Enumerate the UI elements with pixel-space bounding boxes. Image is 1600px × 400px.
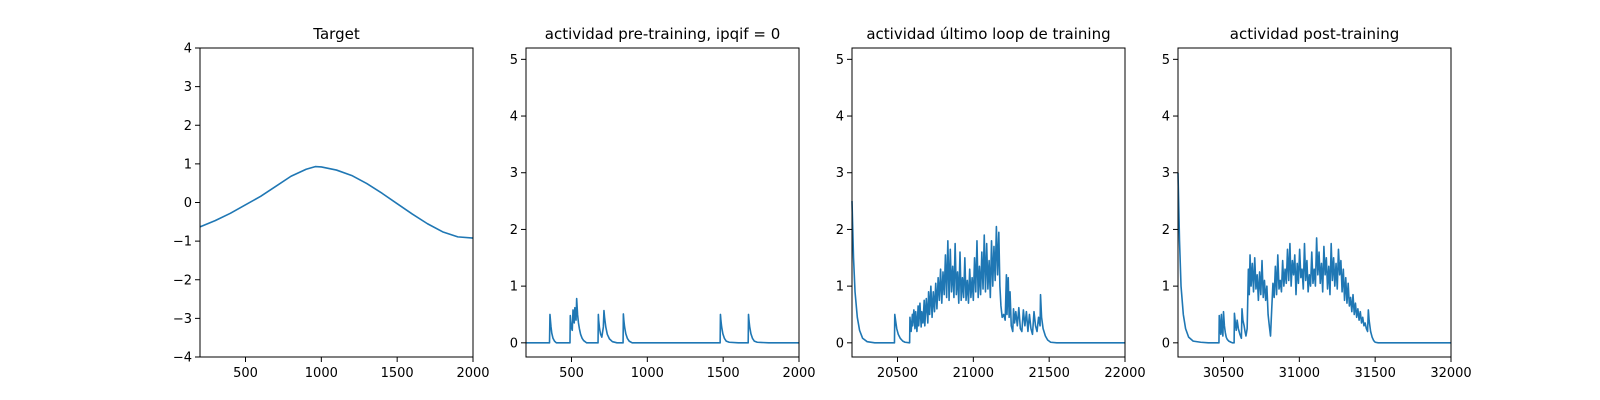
y-tick-label: 4 [510, 110, 518, 125]
y-tick-label: 5 [836, 53, 844, 68]
x-tick-label: 31500 [1354, 366, 1395, 381]
chart-title: actividad último loop de training [866, 25, 1110, 43]
x-tick-label: 20500 [877, 366, 918, 381]
y-tick-label: −1 [173, 235, 192, 250]
x-tick-label: 1000 [631, 366, 664, 381]
chart-title: actividad post-training [1230, 25, 1399, 43]
y-tick-label: 2 [1162, 223, 1170, 238]
y-tick-label: 3 [836, 166, 844, 181]
x-tick-label: 32000 [1430, 366, 1471, 381]
y-tick-label: 4 [184, 42, 192, 57]
chart-title: actividad pre-training, ipqif = 0 [545, 25, 781, 43]
y-tick-label: 0 [836, 336, 844, 351]
y-tick-label: −3 [173, 312, 192, 327]
chart-title: Target [312, 25, 360, 43]
x-tick-label: 1500 [381, 366, 414, 381]
x-tick-label: 31000 [1279, 366, 1320, 381]
y-tick-label: 5 [1162, 53, 1170, 68]
series-line-3-1 [851, 201, 1125, 344]
series-line-2-1 [526, 297, 799, 344]
y-tick-label: 1 [1162, 280, 1170, 295]
x-tick-label: 22000 [1104, 366, 1145, 381]
x-tick-label: 2000 [456, 366, 489, 381]
axes-frame [525, 47, 800, 358]
series-line-1-1 [199, 165, 474, 239]
x-tick-label: 500 [233, 366, 258, 381]
y-tick-label: −4 [173, 351, 192, 366]
y-tick-label: 2 [184, 119, 192, 134]
x-tick-label: 500 [559, 366, 584, 381]
y-tick-label: 4 [836, 110, 844, 125]
y-tick-label: 0 [184, 196, 192, 211]
y-tick-label: 4 [1162, 110, 1170, 125]
x-tick-label: 2000 [782, 366, 815, 381]
y-tick-label: 0 [1162, 336, 1170, 351]
y-tick-label: 2 [510, 223, 518, 238]
x-tick-label: 21500 [1028, 366, 1069, 381]
series-line-4-1 [1177, 172, 1451, 344]
x-tick-label: 1000 [305, 366, 338, 381]
x-tick-label: 30500 [1203, 366, 1244, 381]
y-tick-label: 3 [1162, 166, 1170, 181]
y-tick-label: 1 [836, 280, 844, 295]
y-tick-label: 2 [836, 223, 844, 238]
y-tick-label: 5 [510, 53, 518, 68]
y-tick-label: 3 [510, 166, 518, 181]
y-tick-label: 3 [184, 80, 192, 95]
x-tick-label: 1500 [707, 366, 740, 381]
axes-frame [1177, 47, 1452, 358]
y-tick-label: −2 [173, 273, 192, 288]
axes-frame [851, 47, 1126, 358]
chart-panel-2: actividad pre-training, ipqif = 0 500 1000… [510, 25, 816, 381]
x-tick-label: 21000 [953, 366, 994, 381]
y-tick-label: 1 [510, 280, 518, 295]
axes-frame [199, 47, 474, 358]
y-tick-label: 1 [184, 157, 192, 172]
y-tick-label: 0 [510, 336, 518, 351]
chart-panel-1: Target 500 1000 1500 2000 −4 −3 −2 −1 0 1 2 3 4 [173, 25, 490, 381]
